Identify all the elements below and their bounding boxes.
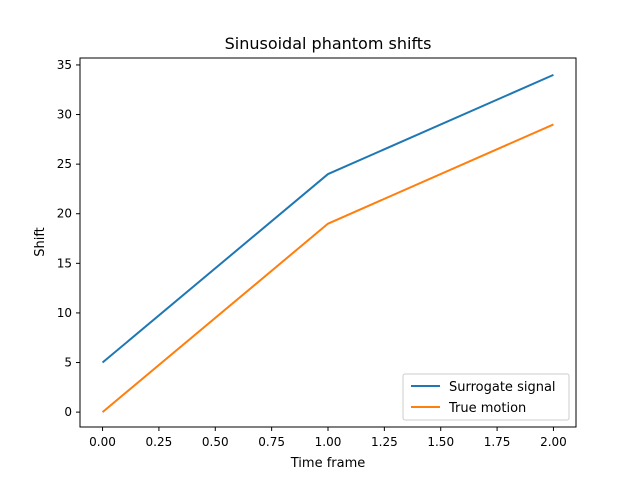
x-tick-label: 0.00 (89, 435, 116, 449)
x-tick-label: 0.75 (258, 435, 285, 449)
y-tick-label: 30 (57, 108, 72, 122)
chart-title: Sinusoidal phantom shifts (225, 34, 432, 53)
series-layer (101, 73, 554, 413)
x-axis: 0.00 0.25 0.50 0.75 1.00 1.25 1.50 1.75 2.00 (89, 427, 567, 449)
series-line-surrogate-signal (101, 73, 554, 364)
x-tick-label: 1.25 (371, 435, 398, 449)
x-tick-label: 1.75 (484, 435, 511, 449)
y-tick-label: 20 (57, 207, 72, 221)
y-tick-label: 0 (64, 405, 72, 419)
legend: Surrogate signal True motion (402, 373, 570, 421)
y-tick-label: 25 (57, 157, 72, 171)
x-tick-label: 1.00 (315, 435, 342, 449)
plot-area-frame (79, 57, 577, 428)
x-tick-label: 1.50 (427, 435, 454, 449)
y-tick-label: 35 (57, 58, 72, 72)
y-axis-title: Shift (33, 227, 48, 257)
y-tick-label: 15 (57, 256, 72, 270)
x-tick-label: 0.25 (146, 435, 173, 449)
y-tick-label: 5 (64, 356, 72, 370)
series-line-true-motion (101, 123, 554, 413)
x-axis-title: Time frame (290, 456, 366, 471)
y-axis: 0 5 10 15 20 25 30 35 (57, 58, 80, 419)
legend-label-surrogate-signal: Surrogate signal (449, 380, 556, 395)
legend-label-true-motion: True motion (448, 401, 526, 416)
y-tick-label: 10 (57, 306, 72, 320)
legend-box (402, 373, 570, 421)
x-tick-label: 2.00 (540, 435, 567, 449)
x-tick-label: 0.50 (202, 435, 229, 449)
